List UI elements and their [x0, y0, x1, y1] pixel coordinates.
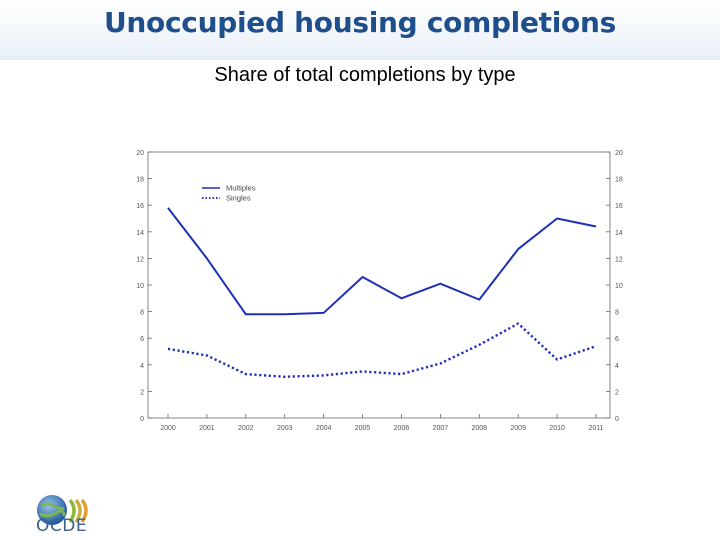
y-tick-label-right: 6	[615, 336, 619, 343]
line-chart: 0 0 2 2 4 4 6 6 8 8 10 10 12 12 14 14 16 16 18 18 20 20 2000 20…	[136, 150, 623, 432]
y-tick-label-right: 8	[615, 310, 619, 317]
y-tick-label-right: 16	[615, 203, 623, 210]
legend-label-singles: Singles	[226, 194, 251, 203]
y-tick-label-right: 18	[615, 177, 623, 184]
y-tick-label-left: 20	[136, 150, 144, 157]
y-tick-label-right: 10	[615, 283, 623, 290]
legend-label-multiples: Multiples	[226, 184, 256, 193]
y-tick-label-left: 14	[136, 230, 144, 237]
y-tick-label-right: 20	[615, 150, 623, 157]
y-tick-label-right: 12	[615, 256, 623, 263]
x-tick-label: 2002	[238, 425, 254, 432]
x-tick-label: 2006	[394, 425, 410, 432]
chart-series	[167, 207, 597, 378]
x-tick-label: 2000	[160, 425, 176, 432]
chart-ticks: 0 0 2 2 4 4 6 6 8 8 10 10 12 12 14 14 16 16 18 18 20 20 2000 20…	[136, 150, 623, 432]
y-tick-label-left: 18	[136, 177, 144, 184]
series-line-multiples	[167, 207, 597, 316]
header-band	[0, 0, 720, 60]
x-tick-label: 2011	[588, 425, 603, 432]
x-tick-label: 2004	[316, 425, 332, 432]
x-tick-label: 2003	[277, 425, 293, 432]
y-tick-label-left: 16	[136, 203, 144, 210]
y-tick-label-left: 2	[140, 389, 144, 396]
y-tick-label-left: 8	[140, 310, 144, 317]
y-tick-label-left: 6	[140, 336, 144, 343]
logo-text: OCDE	[36, 516, 88, 536]
y-tick-label-right: 14	[615, 230, 623, 237]
y-tick-label-right: 4	[615, 363, 619, 370]
y-tick-label-left: 12	[136, 256, 144, 263]
series-line-singles	[167, 322, 597, 378]
chart-subtitle: Share of total completions by type	[214, 64, 516, 86]
y-tick-label-left: 4	[140, 363, 144, 370]
x-tick-label: 2007	[433, 425, 449, 432]
x-tick-label: 2005	[355, 425, 371, 432]
x-tick-label: 2008	[471, 425, 487, 432]
oecd-globe-logo-icon	[37, 495, 88, 525]
y-tick-label-left: 10	[136, 283, 144, 290]
x-tick-label: 2010	[549, 425, 565, 432]
x-tick-label: 2009	[510, 425, 526, 432]
y-tick-label-left: 0	[140, 416, 144, 423]
page-title: Unoccupied housing completions	[103, 6, 616, 39]
x-tick-label: 2001	[199, 425, 215, 432]
y-tick-label-right: 2	[615, 389, 619, 396]
y-tick-label-right: 0	[615, 416, 619, 423]
